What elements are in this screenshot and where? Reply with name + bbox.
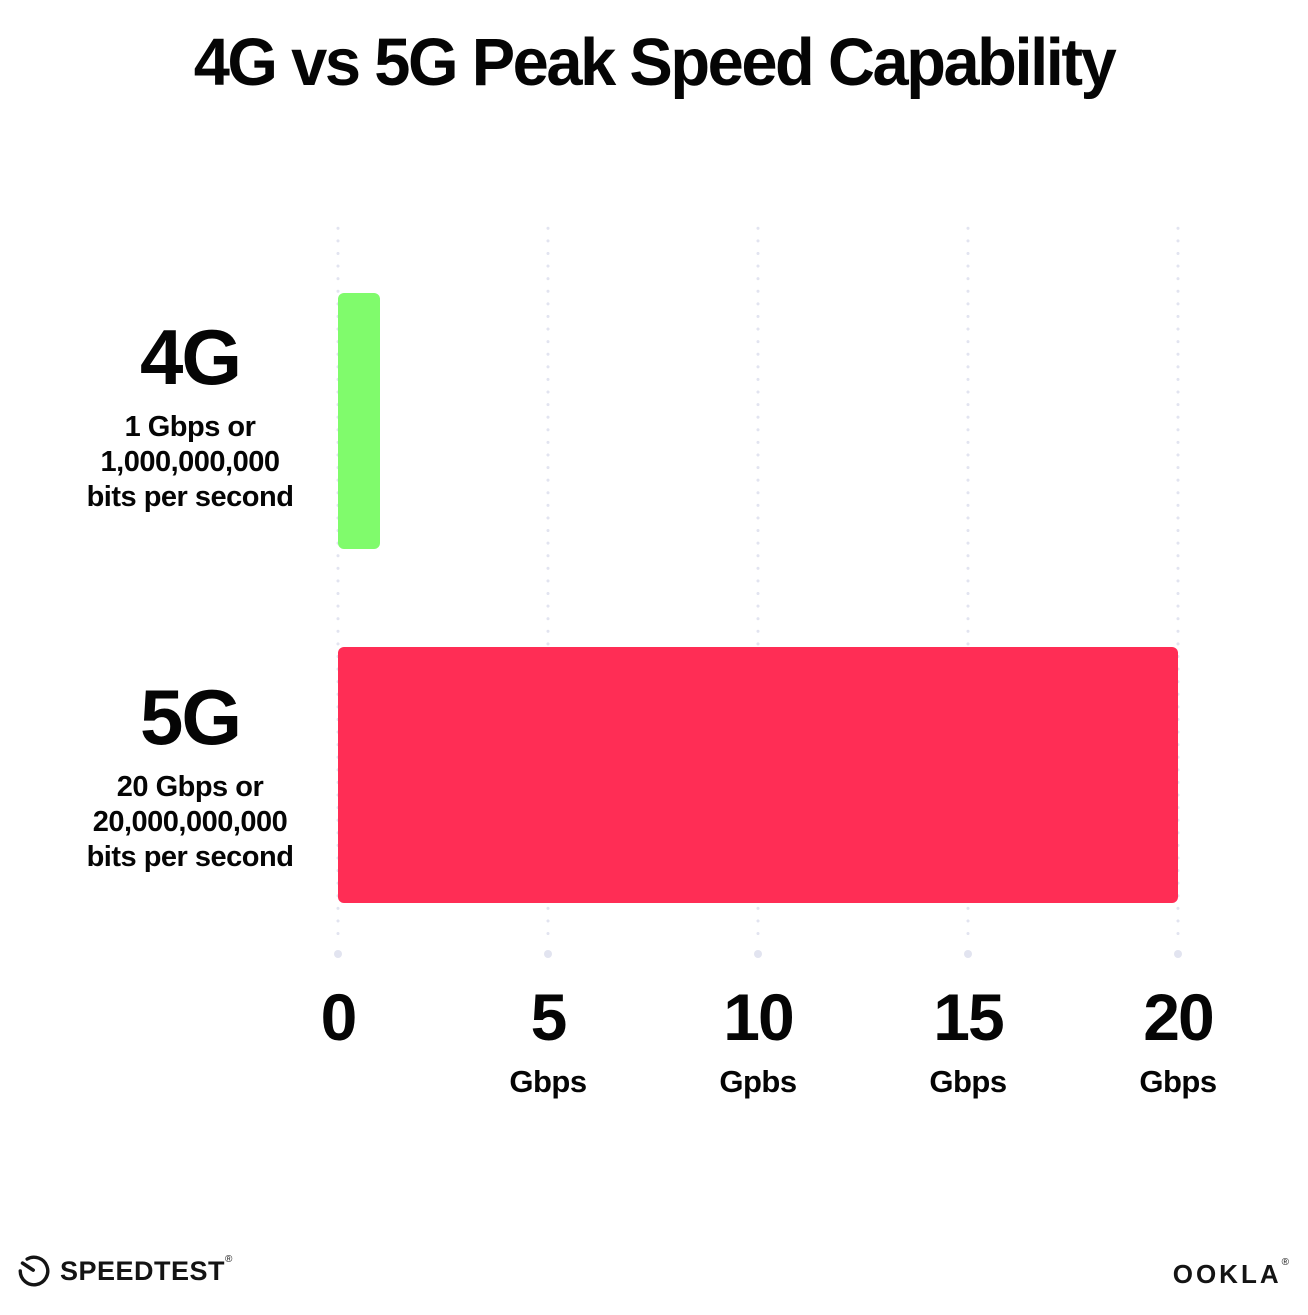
page-title: 4G vs 5G Peak Speed Capability <box>193 25 1117 100</box>
x-tick-unit: Gbps <box>929 1064 1007 1099</box>
speedtest-logo: SPEEDTEST® <box>16 1253 233 1289</box>
category-name-5g: 5G <box>139 673 242 761</box>
x-tick-value: 20 <box>1143 980 1214 1054</box>
x-tick-10: 10 Gpbs <box>719 980 797 1100</box>
speedtest-wordmark: SPEEDTEST® <box>60 1253 233 1287</box>
sublabel-line: 1,000,000,000 <box>100 446 280 478</box>
gridline-10 <box>754 222 762 958</box>
bar-4g <box>338 293 380 549</box>
gridline-15 <box>964 222 972 958</box>
plot-area <box>334 222 1182 958</box>
gridline-0 <box>334 222 342 958</box>
x-tick-value: 15 <box>933 980 1004 1054</box>
sublabel-line: 20 Gbps or <box>116 771 264 803</box>
x-tick-unit: Gpbs <box>719 1064 797 1099</box>
x-tick-0: 0 <box>320 980 358 1064</box>
x-tick-unit: Gbps <box>509 1064 587 1099</box>
speedtest-text: SPEEDTEST <box>60 1255 226 1286</box>
category-name-4g: 4G <box>139 313 242 401</box>
sublabel-line: 20,000,000,000 <box>92 806 288 838</box>
x-tick-value: 5 <box>530 980 568 1054</box>
sublabel-line: bits per second <box>86 841 294 873</box>
x-tick-unit: Gbps <box>1139 1064 1217 1099</box>
x-axis: 0 5 Gbps 10 Gpbs 15 Gbps 20 Gbps <box>321 980 1217 1104</box>
category-label-5g: 5G 20 Gbps or 20,000,000,000 bits per se… <box>40 678 340 875</box>
x-tick-5: 5 Gbps <box>509 980 587 1100</box>
registered-mark: ® <box>225 1253 233 1265</box>
sublabel-line: 1 Gbps or <box>124 411 256 443</box>
registered-mark: ® <box>1281 1257 1292 1268</box>
x-tick-15: 15 Gbps <box>929 980 1007 1100</box>
gauge-icon <box>16 1253 52 1289</box>
x-tick-value: 10 <box>723 980 794 1054</box>
sublabel-line: bits per second <box>86 481 294 513</box>
ookla-text: OOKLA <box>1172 1259 1282 1289</box>
gridline-20 <box>1174 222 1182 958</box>
category-sublabel-5g: 20 Gbps or 20,000,000,000 bits per secon… <box>40 770 340 875</box>
gridline-5 <box>544 222 552 958</box>
x-tick-value: 0 <box>320 980 358 1054</box>
ookla-logo: OOKLA® <box>1172 1257 1292 1290</box>
category-label-4g: 4G 1 Gbps or 1,000,000,000 bits per seco… <box>40 318 340 515</box>
x-tick-20: 20 Gbps <box>1139 980 1217 1100</box>
category-sublabel-4g: 1 Gbps or 1,000,000,000 bits per second <box>40 410 340 515</box>
bar-5g <box>338 647 1178 903</box>
